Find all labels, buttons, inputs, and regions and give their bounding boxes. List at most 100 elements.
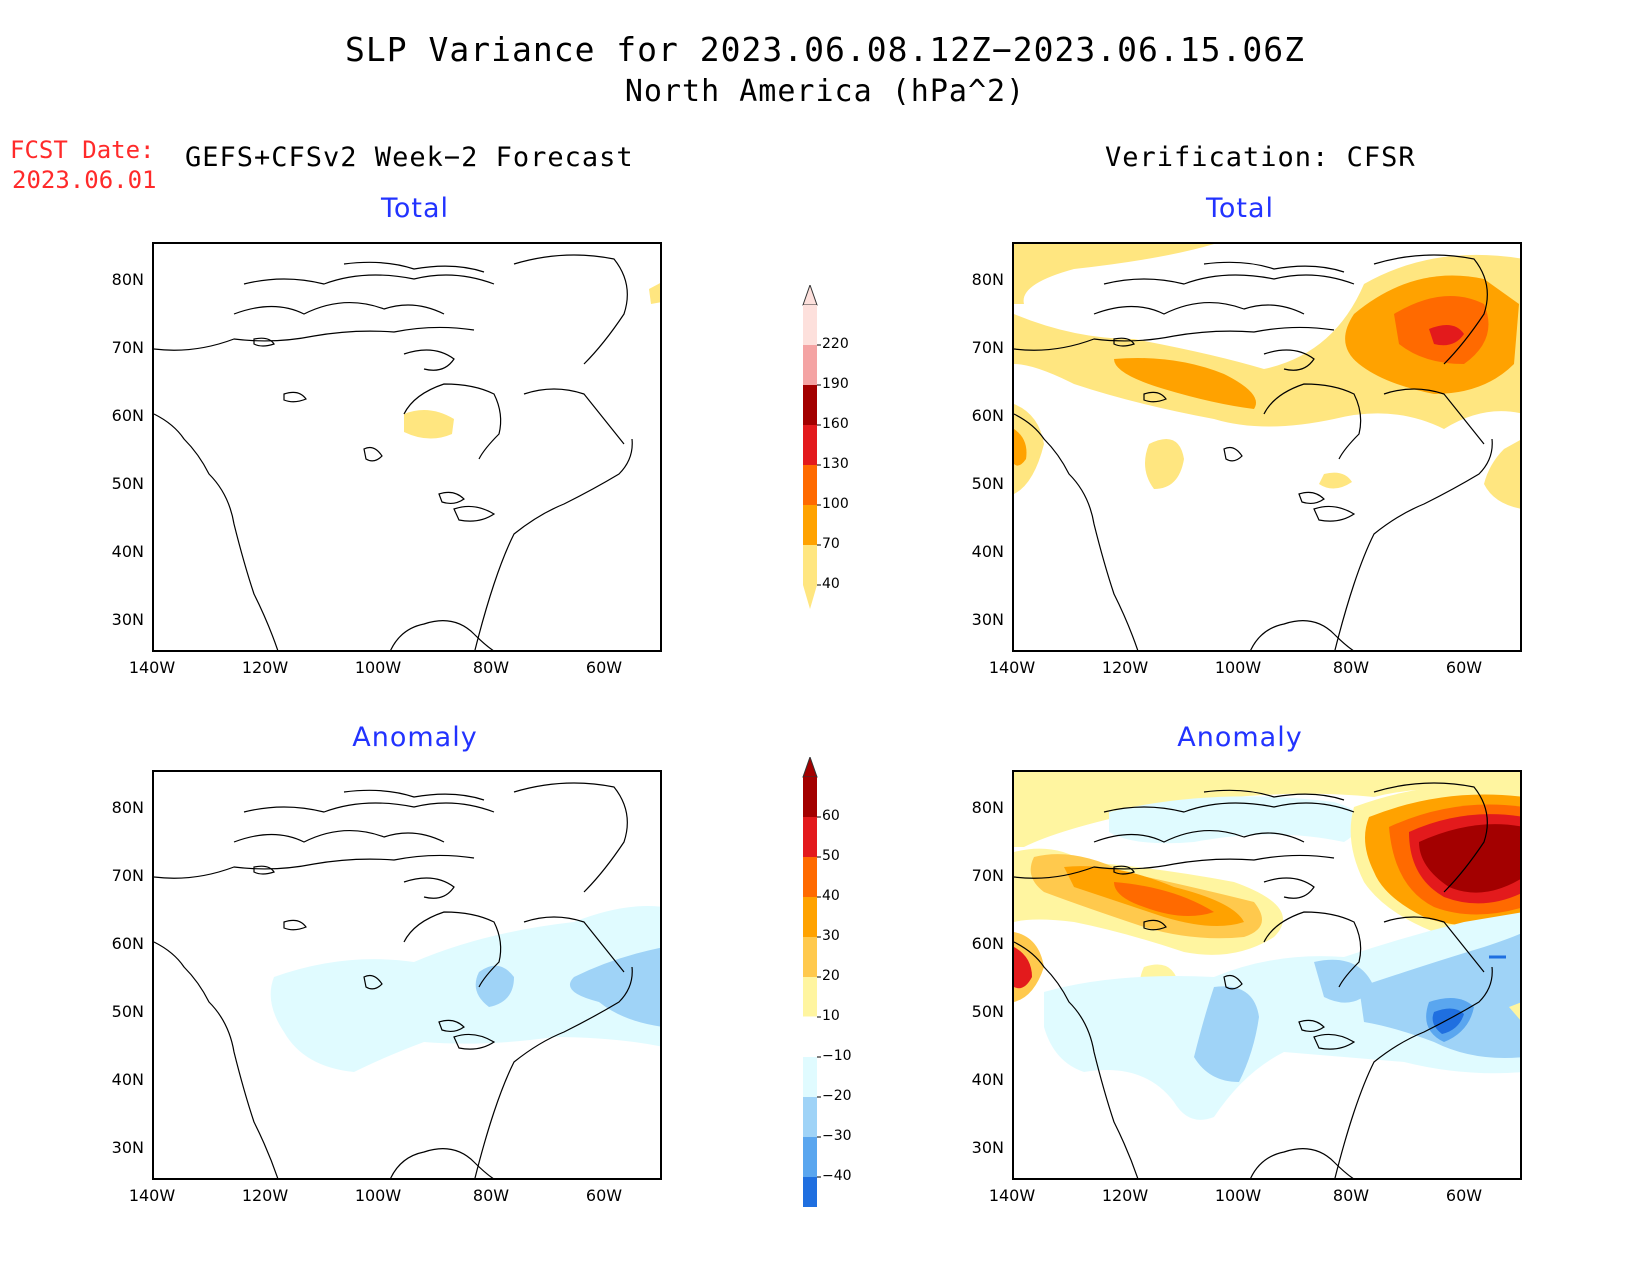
- colorbar-segment: [803, 897, 817, 937]
- lat-tick-label: 70N: [111, 338, 144, 357]
- coastline-segment: [1143, 391, 1167, 403]
- panel-title-verif-total: Total: [1205, 193, 1275, 224]
- lon-tick-label: 140W: [988, 1186, 1036, 1205]
- lon-tick-label: 140W: [988, 658, 1036, 677]
- coastline-segment: [253, 865, 275, 875]
- map-panel-fcst-total: [152, 242, 662, 652]
- lat-tick-label: 80N: [971, 270, 1004, 289]
- colorbar-segment: [803, 505, 817, 545]
- coastline-segment: [1250, 620, 1354, 650]
- lat-tick-label: 30N: [111, 1138, 144, 1157]
- colorbar-label: 160: [822, 416, 849, 432]
- coastline-segment: [523, 916, 625, 973]
- colorbar-segment: [803, 857, 817, 897]
- lat-tick-label: 70N: [971, 338, 1004, 357]
- lon-tick-label: 80W: [1332, 658, 1370, 677]
- colorbar-label: 30: [822, 928, 840, 944]
- colorbar-label: −20: [822, 1088, 852, 1104]
- colorbar-segment: [803, 777, 817, 817]
- coastline-segment: [1093, 302, 1305, 315]
- colorbar-label: 130: [822, 456, 849, 472]
- colorbar-segment: [802, 1016, 818, 1058]
- lat-tick-label: 40N: [111, 542, 144, 561]
- coastline-segment: [253, 337, 275, 347]
- coastline-segment: [403, 877, 455, 899]
- lon-tick-label: 60W: [1445, 658, 1483, 677]
- lon-tick-label: 120W: [241, 658, 289, 677]
- lon-tick-label: 120W: [1101, 658, 1149, 677]
- colorbar-label: −30: [822, 1128, 852, 1144]
- lat-tick-label: 70N: [971, 866, 1004, 885]
- colorbar-segment: [803, 1177, 817, 1207]
- coastline-segment: [1103, 802, 1355, 813]
- colorbar-label: 100: [822, 496, 849, 512]
- coastline-segment: [1014, 326, 1335, 351]
- colorbar-top-triangle: [802, 285, 818, 306]
- contour-fill: [270, 906, 660, 1072]
- fcst-date-value: 2023.06.01: [12, 166, 157, 194]
- colorbar-label: −10: [822, 1048, 852, 1064]
- colorbar-segment: [803, 465, 817, 505]
- map-verif-anomaly: [1014, 772, 1520, 1178]
- forecast-column-header: GEFS+CFSv2 Week−2 Forecast: [185, 142, 634, 173]
- map-fcst-anomaly: [154, 782, 660, 1178]
- coastline-segment: [243, 802, 495, 813]
- coastline-segment: [233, 302, 445, 315]
- lon-tick-label: 60W: [585, 658, 623, 677]
- lat-tick-label: 60N: [971, 934, 1004, 953]
- colorbar-label: 70: [822, 536, 840, 552]
- colorbar-label: 60: [822, 808, 840, 824]
- coastline-segment: [1383, 916, 1485, 973]
- lon-tick-label: 100W: [1214, 1186, 1262, 1205]
- panel-title-fcst-anomaly: Anomaly: [352, 722, 478, 753]
- coastline-segment: [363, 974, 383, 990]
- coastline-segment: [1014, 941, 1139, 1178]
- lon-tick-label: 120W: [1101, 1186, 1149, 1205]
- lat-tick-label: 30N: [111, 610, 144, 629]
- contour-fill: [404, 283, 660, 439]
- lat-tick-label: 80N: [111, 798, 144, 817]
- figure-title: SLP Variance for 2023.06.08.12Z−2023.06.…: [345, 30, 1305, 69]
- coastline-segment: [453, 505, 496, 522]
- lat-tick-label: 60N: [971, 406, 1004, 425]
- coastline-segment: [438, 491, 465, 505]
- coastline-segment: [343, 261, 485, 273]
- coastline-segment: [438, 1019, 465, 1033]
- coastline-segment: [453, 1033, 496, 1050]
- coastline-segment: [1014, 413, 1139, 650]
- coastline-segment: [154, 413, 279, 650]
- coastline-segment: [1203, 789, 1345, 801]
- coastline-segment: [154, 941, 279, 1178]
- colorbar-label: −40: [822, 1168, 852, 1184]
- colorbar-anomaly: [802, 757, 821, 1207]
- map-panel-verif-total: [1012, 242, 1522, 652]
- coastline-segment: [1223, 446, 1243, 462]
- coastline-segment: [243, 274, 495, 285]
- coastline-segment: [1113, 337, 1135, 347]
- lon-tick-label: 80W: [472, 658, 510, 677]
- colorbar-segment: [803, 545, 817, 585]
- lon-tick-label: 60W: [1445, 1186, 1483, 1205]
- coastline-segment: [1263, 877, 1315, 899]
- lat-tick-label: 40N: [971, 542, 1004, 561]
- coastline-segment: [513, 782, 628, 893]
- colorbar-segment: [803, 1137, 817, 1177]
- coastline-segment: [363, 446, 383, 462]
- colorbar-segment: [803, 425, 817, 465]
- colorbar-segment: [803, 345, 817, 385]
- lat-tick-label: 50N: [111, 1002, 144, 1021]
- coastline-segment: [523, 388, 625, 445]
- map-panel-fcst-anomaly: [152, 770, 662, 1180]
- coastline-segment: [1383, 388, 1485, 445]
- lon-tick-label: 100W: [354, 658, 402, 677]
- coastline-segment: [1093, 830, 1305, 843]
- coastline-segment: [1334, 966, 1493, 1178]
- colorbar-segment: [803, 817, 817, 857]
- coastline-segment: [1103, 274, 1355, 285]
- coastline-segment: [390, 1148, 494, 1178]
- coastline-segment: [403, 911, 502, 988]
- lat-tick-label: 30N: [971, 610, 1004, 629]
- lat-tick-label: 70N: [111, 866, 144, 885]
- colorbar-top-triangle: [802, 757, 818, 778]
- panel-title-verif-anomaly: Anomaly: [1177, 722, 1303, 753]
